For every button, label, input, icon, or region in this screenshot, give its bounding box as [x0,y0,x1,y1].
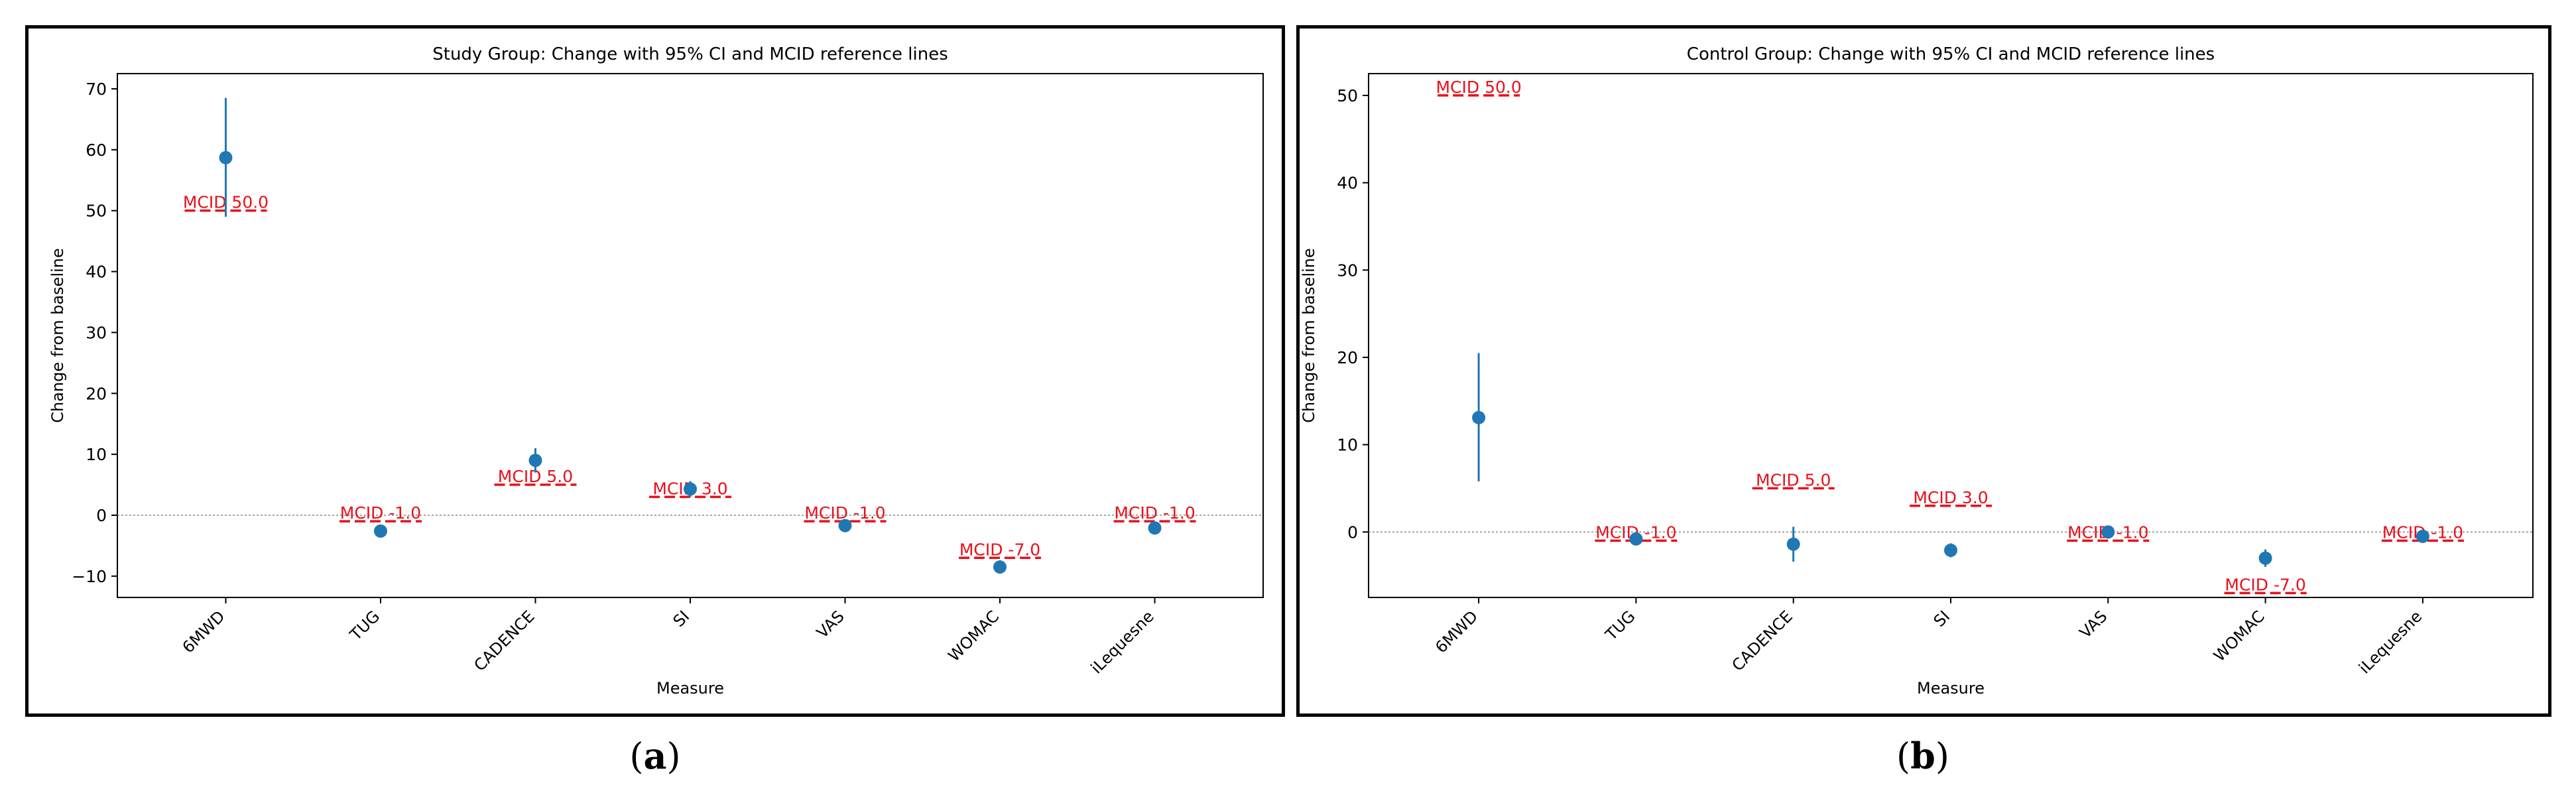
y-tick-label: 0 [96,506,107,525]
panel-a-frame: Study Group: Change with 95% CI and MCID… [25,25,1285,717]
y-tick-label: 20 [1337,348,1358,367]
x-tick-label: SI [670,607,694,631]
y-tick-label: 0 [1347,523,1358,542]
plot-area-frame [117,73,1264,598]
y-tick-label: 30 [1337,261,1358,280]
data-point [1944,543,1957,557]
x-tick-label: iLequesne [2355,607,2425,677]
x-tick-label: SI [1930,607,1954,631]
panel-a-chart: Study Group: Change with 95% CI and MCID… [48,44,1264,698]
data-point [2258,551,2272,565]
data-point [684,482,697,496]
x-tick-label: VAS [2076,607,2111,642]
y-tick-label: 50 [86,202,107,221]
y-tick-label: 10 [86,445,107,464]
x-axis-label: Measure [656,679,724,698]
x-tick-label: CADENCE [1729,607,1796,674]
data-point [838,519,852,532]
data-point [2416,529,2429,543]
panel-b-caption: (b) [1896,735,1949,777]
y-tick-label: 10 [1337,436,1358,455]
y-axis-label: Change from baseline [1300,248,1318,423]
x-tick-label: TUG [1601,607,1638,644]
x-tick-label: 6MWD [1432,607,1481,656]
data-point [1472,410,1486,424]
data-point [1629,532,1643,546]
x-tick-label: 6MWD [179,607,229,656]
y-tick-label: 40 [86,263,107,282]
y-axis-label: Change from baseline [48,248,67,423]
mcid-label: MCID 3.0 [1913,488,1988,507]
y-tick-label: 60 [86,141,107,160]
data-point [1786,537,1800,551]
x-tick-label: WOMAC [2210,607,2268,665]
mcid-label: MCID 50.0 [1436,78,1521,97]
data-point [1148,521,1162,535]
data-point [993,560,1007,574]
data-point [528,454,542,467]
panel-a-caption: (a) [629,735,681,777]
y-tick-label: 20 [86,384,107,403]
chart-title: Study Group: Change with 95% CI and MCID… [432,44,948,64]
mcid-label: MCID -1.0 [1114,503,1195,523]
mcid-label: MCID -7.0 [959,540,1040,559]
y-tick-label: 70 [86,80,107,99]
y-tick-label: 50 [1337,86,1358,105]
x-tick-label: VAS [813,607,848,642]
mcid-label: MCID -7.0 [2225,575,2305,594]
x-tick-label: TUG [346,607,383,644]
panel-b-chart: Control Group: Change with 95% CI and MC… [1300,44,2534,698]
x-axis-label: Measure [1917,679,1985,698]
x-tick-label: WOMAC [945,607,1003,665]
x-tick-label: CADENCE [470,607,538,674]
data-point [373,524,387,538]
y-tick-label: 30 [86,323,107,342]
plot-area-frame [1368,73,2534,598]
data-point [219,151,233,164]
y-tick-label: −10 [72,567,107,586]
y-tick-label: 40 [1337,174,1358,193]
data-point [2101,525,2115,539]
mcid-label: MCID -1.0 [340,503,421,523]
x-tick-label: iLequesne [1087,607,1158,677]
mcid-label: MCID 5.0 [1756,470,1831,489]
panel-b-frame: Control Group: Change with 95% CI and MC… [1296,25,2551,717]
chart-title: Control Group: Change with 95% CI and MC… [1687,44,2215,64]
